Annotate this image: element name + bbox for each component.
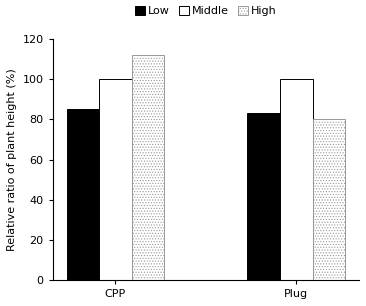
Legend: Low, Middle, High: Low, Middle, High bbox=[135, 6, 277, 16]
Bar bbox=[132, 55, 164, 280]
Bar bbox=[247, 114, 280, 280]
Bar bbox=[99, 79, 132, 280]
Y-axis label: Relative ratio of plant height (%): Relative ratio of plant height (%) bbox=[7, 68, 17, 251]
Bar bbox=[280, 79, 313, 280]
Bar bbox=[313, 119, 345, 280]
Bar bbox=[67, 109, 99, 280]
